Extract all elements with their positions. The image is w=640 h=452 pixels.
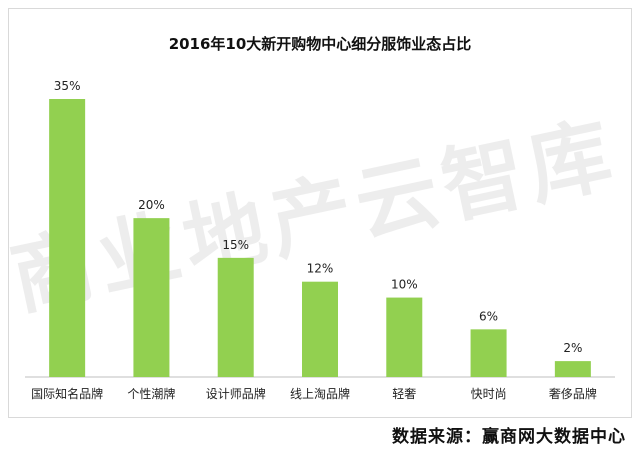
x-tick-label-1: 国际知名品牌 xyxy=(31,386,103,401)
x-tick-label-5: 轻奢 xyxy=(392,387,416,401)
value-label-4: 12% xyxy=(307,262,334,276)
chart-frame: 2016年10大新开购物中心细分服饰业态占比 商业地产云智库 35% 20% 15%… xyxy=(8,8,632,418)
value-label-3: 15% xyxy=(222,238,249,252)
x-tick-label-7: 奢侈品牌 xyxy=(549,387,597,401)
bar-1 xyxy=(49,99,86,377)
chart-title: 2016年10大新开购物中心细分服饰业态占比 xyxy=(169,35,472,53)
value-label-2: 20% xyxy=(138,198,165,212)
x-tick-label-6: 快时尚 xyxy=(471,387,507,401)
bar-7 xyxy=(554,361,591,377)
source-note: 数据来源：赢商网大数据中心 xyxy=(392,427,626,447)
x-tick-label-4: 线上淘品牌 xyxy=(290,387,350,401)
value-label-7: 2% xyxy=(563,341,582,355)
bars-group xyxy=(49,99,591,377)
x-tick-labels-group: 国际知名品牌 个性潮牌 设计师品牌 线上淘品牌 轻奢 快时尚 奢侈品牌 xyxy=(31,386,597,401)
value-labels-group: 35% 20% 15% 12% 10% 6% 2% xyxy=(54,79,583,355)
bar-2 xyxy=(133,218,170,377)
value-label-1: 35% xyxy=(54,79,81,93)
x-tick-label-3: 设计师品牌 xyxy=(206,387,266,401)
bar-6 xyxy=(470,329,507,377)
bar-3 xyxy=(217,257,254,377)
value-label-5: 10% xyxy=(391,278,418,292)
bar-4 xyxy=(302,281,338,377)
bar-chart: 2016年10大新开购物中心细分服饰业态占比 商业地产云智库 35%20%15%… xyxy=(9,35,625,401)
value-label-6: 6% xyxy=(479,309,498,323)
x-tick-label-2: 个性潮牌 xyxy=(127,386,175,401)
bar-5 xyxy=(386,297,423,377)
